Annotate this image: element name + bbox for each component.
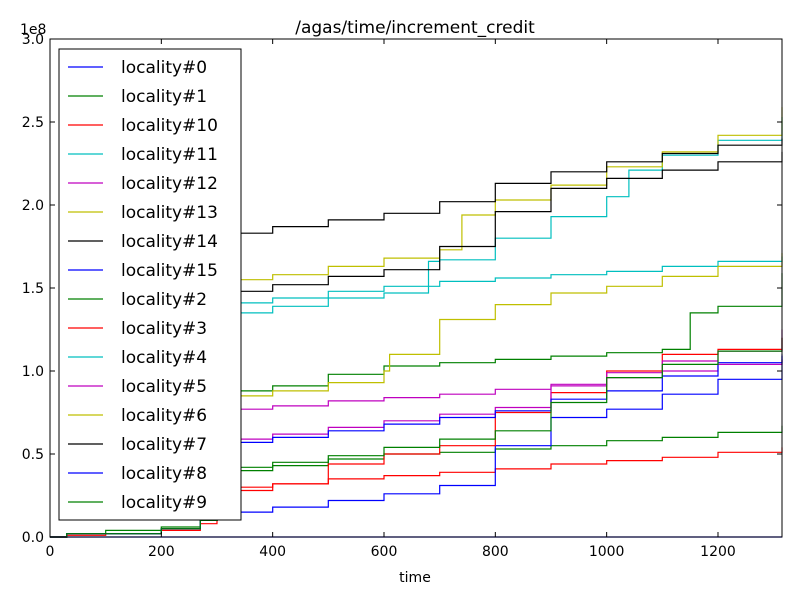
y-tick-label: 3.0: [22, 32, 44, 48]
legend-label: locality#1: [121, 87, 207, 107]
x-tick-label: 400: [259, 544, 286, 560]
y-tick-label: 0.0: [22, 530, 44, 546]
series-line-locality-9: [50, 337, 783, 538]
legend-label: locality#0: [121, 58, 207, 78]
legend-label: locality#7: [121, 435, 207, 455]
legend-label: locality#10: [121, 116, 218, 136]
legend-label: locality#11: [121, 145, 218, 165]
y-tick-label: 1.0: [22, 364, 44, 380]
legend-label: locality#3: [121, 319, 207, 339]
x-tick-label: 600: [371, 544, 398, 560]
y-axis-offset-label: 1e8: [20, 22, 46, 38]
legend-box: [58, 48, 242, 521]
x-axis-label: time: [399, 570, 431, 586]
y-tick-label: 1.5: [22, 281, 44, 297]
legend-label: locality#12: [121, 174, 218, 194]
x-tick-label: 1200: [700, 544, 736, 560]
chart-title: /agas/time/increment_credit: [295, 18, 535, 38]
legend-label: locality#6: [121, 406, 207, 426]
legend-label: locality#2: [121, 290, 207, 310]
legend-label: locality#8: [121, 464, 207, 484]
legend: locality#0 locality#1 locality#10 locality#…: [58, 48, 242, 521]
y-tick-label: 2.5: [22, 115, 44, 131]
x-tick-label: 800: [482, 544, 509, 560]
legend-label: locality#4: [121, 348, 207, 368]
legend-label: locality#15: [121, 261, 218, 281]
series-layer: [50, 107, 783, 538]
legend-label: locality#5: [121, 377, 207, 397]
axes-layer: 0 200 400 600 800 1000 1200 0.0 0.5 1.0 1.5 2.0 2.5 3…: [22, 32, 783, 560]
x-tick-label: 200: [148, 544, 175, 560]
y-tick-label: 2.0: [22, 198, 44, 214]
y-tick-label: 0.5: [22, 447, 44, 463]
legend-label: locality#13: [121, 203, 218, 223]
legend-label: locality#9: [121, 493, 207, 513]
x-tick-label: 0: [46, 544, 55, 560]
legend-label: locality#14: [121, 232, 218, 252]
x-tick-label: 1000: [589, 544, 625, 560]
